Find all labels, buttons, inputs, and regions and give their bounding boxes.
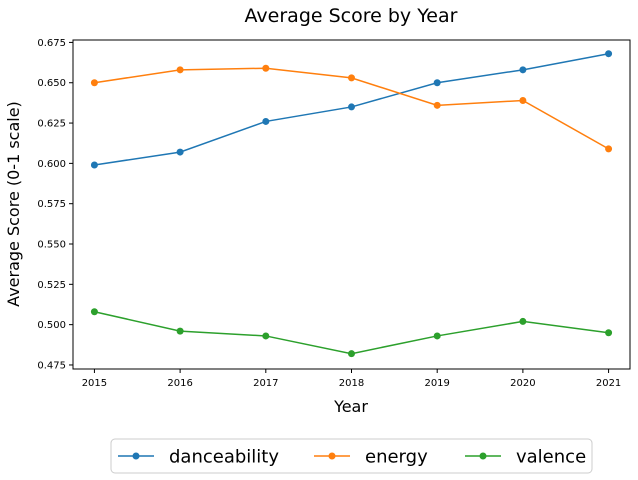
x-tick-label: 2017 <box>253 378 278 389</box>
x-tick-label: 2020 <box>510 378 535 389</box>
data-point-valence <box>176 327 184 335</box>
series-valence <box>90 308 613 358</box>
data-point-danceability <box>519 66 527 74</box>
y-tick-label: 0.625 <box>37 119 66 130</box>
chart-title: Average Score by Year <box>245 5 458 27</box>
y-tick-label: 0.550 <box>37 240 66 251</box>
y-tick-label: 0.525 <box>37 280 66 291</box>
data-point-danceability <box>262 117 270 125</box>
legend-item-valence: valence <box>465 447 586 468</box>
plot-area-frame <box>72 39 631 370</box>
x-tick-label: 2021 <box>596 378 621 389</box>
data-point-valence <box>605 329 613 337</box>
x-axis-title: Year <box>333 397 368 416</box>
legend-item-energy: energy <box>314 447 428 468</box>
data-point-valence <box>433 332 441 340</box>
x-axis: 2015 2016 2017 2018 2019 2020 2021 <box>82 369 621 389</box>
data-point-valence <box>519 317 527 325</box>
y-tick-label: 0.475 <box>37 360 66 371</box>
data-point-valence <box>90 308 98 316</box>
data-point-energy <box>262 64 270 72</box>
data-point-danceability <box>348 103 355 111</box>
series-energy <box>90 64 613 153</box>
x-tick-label: 2018 <box>339 378 364 389</box>
data-point-energy <box>433 101 441 109</box>
legend-swatch-marker <box>328 452 336 460</box>
legend-swatch-marker <box>479 452 487 460</box>
data-point-energy <box>605 145 613 153</box>
data-point-danceability <box>433 79 441 87</box>
data-point-valence <box>262 332 270 340</box>
series-layer <box>90 50 613 358</box>
y-tick-label: 0.500 <box>37 320 66 331</box>
data-point-energy <box>348 74 355 82</box>
legend-label: energy <box>365 447 428 468</box>
data-point-danceability <box>90 161 98 169</box>
legend-item-danceability: danceability <box>118 447 279 468</box>
legend-frame <box>110 438 593 474</box>
y-tick-label: 0.600 <box>37 159 66 170</box>
legend-swatch-marker <box>132 452 140 460</box>
data-point-energy <box>176 66 184 74</box>
series-danceability <box>90 50 613 169</box>
data-point-energy <box>519 96 527 104</box>
y-tick-label: 0.650 <box>37 78 66 89</box>
x-tick-label: 2016 <box>167 378 192 389</box>
data-point-valence <box>348 350 355 358</box>
x-tick-label: 2015 <box>82 378 107 389</box>
y-axis-title: Average Score (0-1 scale) <box>4 101 23 307</box>
x-tick-label: 2019 <box>424 378 449 389</box>
y-axis: 0.475 0.500 0.525 0.550 0.575 0.600 0.625 0.650… <box>37 38 73 371</box>
data-point-danceability <box>176 148 184 156</box>
legend-label: valence <box>516 447 586 468</box>
y-tick-label: 0.575 <box>37 199 66 210</box>
legend: danceability energy valence <box>110 438 593 474</box>
legend-label: danceability <box>169 447 279 468</box>
series-line-valence <box>94 311 609 355</box>
y-tick-label: 0.675 <box>37 38 66 49</box>
data-point-danceability <box>605 50 613 58</box>
data-point-energy <box>90 79 98 87</box>
